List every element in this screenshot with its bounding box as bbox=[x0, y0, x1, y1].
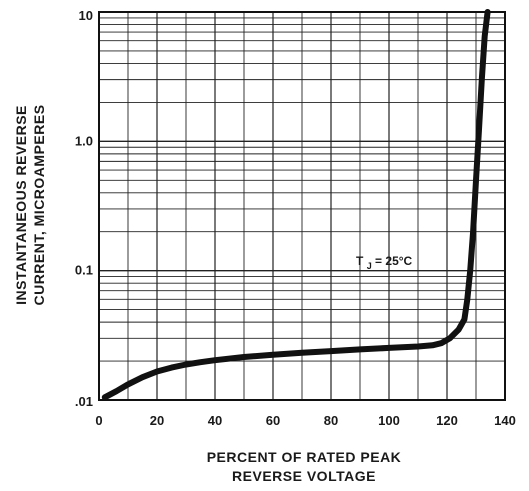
series-point bbox=[183, 361, 189, 368]
series-point bbox=[467, 268, 473, 274]
series-point bbox=[438, 340, 444, 346]
series-point bbox=[241, 354, 247, 360]
series-point bbox=[447, 335, 453, 341]
series-point bbox=[456, 327, 462, 333]
plot-frame bbox=[98, 11, 506, 401]
junction-temperature-annotation: T J = 25°C bbox=[356, 254, 413, 272]
x-tick-label: 80 bbox=[324, 413, 338, 428]
series-point bbox=[464, 296, 470, 302]
x-axis-title-line-1: PERCENT OF RATED PEAK bbox=[207, 449, 402, 465]
series-point bbox=[482, 33, 488, 39]
annotation-rest: = 25°C bbox=[375, 254, 412, 268]
x-axis-title-line-2: REVERSE VOLTAGE bbox=[232, 468, 376, 484]
series-point bbox=[485, 9, 491, 15]
series-point bbox=[212, 357, 218, 363]
series-point bbox=[479, 77, 485, 83]
series-point bbox=[461, 316, 467, 322]
series-point bbox=[168, 365, 175, 371]
y-tick-label: 10 bbox=[79, 8, 93, 23]
series-layer bbox=[101, 9, 491, 401]
series-point bbox=[386, 345, 392, 351]
series-point bbox=[125, 381, 131, 388]
annotation-main: T bbox=[356, 254, 364, 268]
series-point bbox=[470, 229, 476, 235]
x-tick-label: 140 bbox=[494, 413, 516, 428]
series-point bbox=[473, 177, 479, 183]
series-point bbox=[102, 394, 108, 400]
y-axis-title-line-2: CURRENT, MICROAMPERES bbox=[31, 104, 47, 305]
series-line bbox=[101, 9, 491, 401]
series-point bbox=[154, 368, 160, 375]
series-point bbox=[299, 350, 305, 356]
series-point bbox=[415, 343, 421, 350]
series-point bbox=[139, 374, 146, 380]
series-point bbox=[357, 346, 363, 353]
x-tick-label: 0 bbox=[95, 413, 102, 428]
series-point bbox=[429, 342, 436, 348]
y-tick-label: .01 bbox=[75, 394, 93, 409]
y-axis-title-line-1: INSTANTANEOUS REVERSE bbox=[13, 105, 29, 305]
annotation-sub: J bbox=[367, 261, 372, 271]
series-point bbox=[476, 128, 482, 134]
x-tick-label: 40 bbox=[208, 413, 222, 428]
series-point bbox=[270, 352, 276, 358]
x-tick-label: 60 bbox=[266, 413, 280, 428]
series-point bbox=[197, 359, 204, 365]
x-tick-label: 20 bbox=[150, 413, 164, 428]
series-point bbox=[113, 388, 119, 394]
x-tick-label: 100 bbox=[378, 413, 400, 428]
y-tick-labels: .01 0.1 1.0 10 bbox=[75, 8, 93, 409]
y-tick-label: 0.1 bbox=[75, 263, 93, 278]
y-tick-label: 1.0 bbox=[75, 133, 93, 148]
x-tick-label: 120 bbox=[436, 413, 458, 428]
series-point bbox=[328, 348, 334, 354]
x-tick-labels: 0 20 40 60 80 100 120 140 bbox=[95, 413, 515, 428]
